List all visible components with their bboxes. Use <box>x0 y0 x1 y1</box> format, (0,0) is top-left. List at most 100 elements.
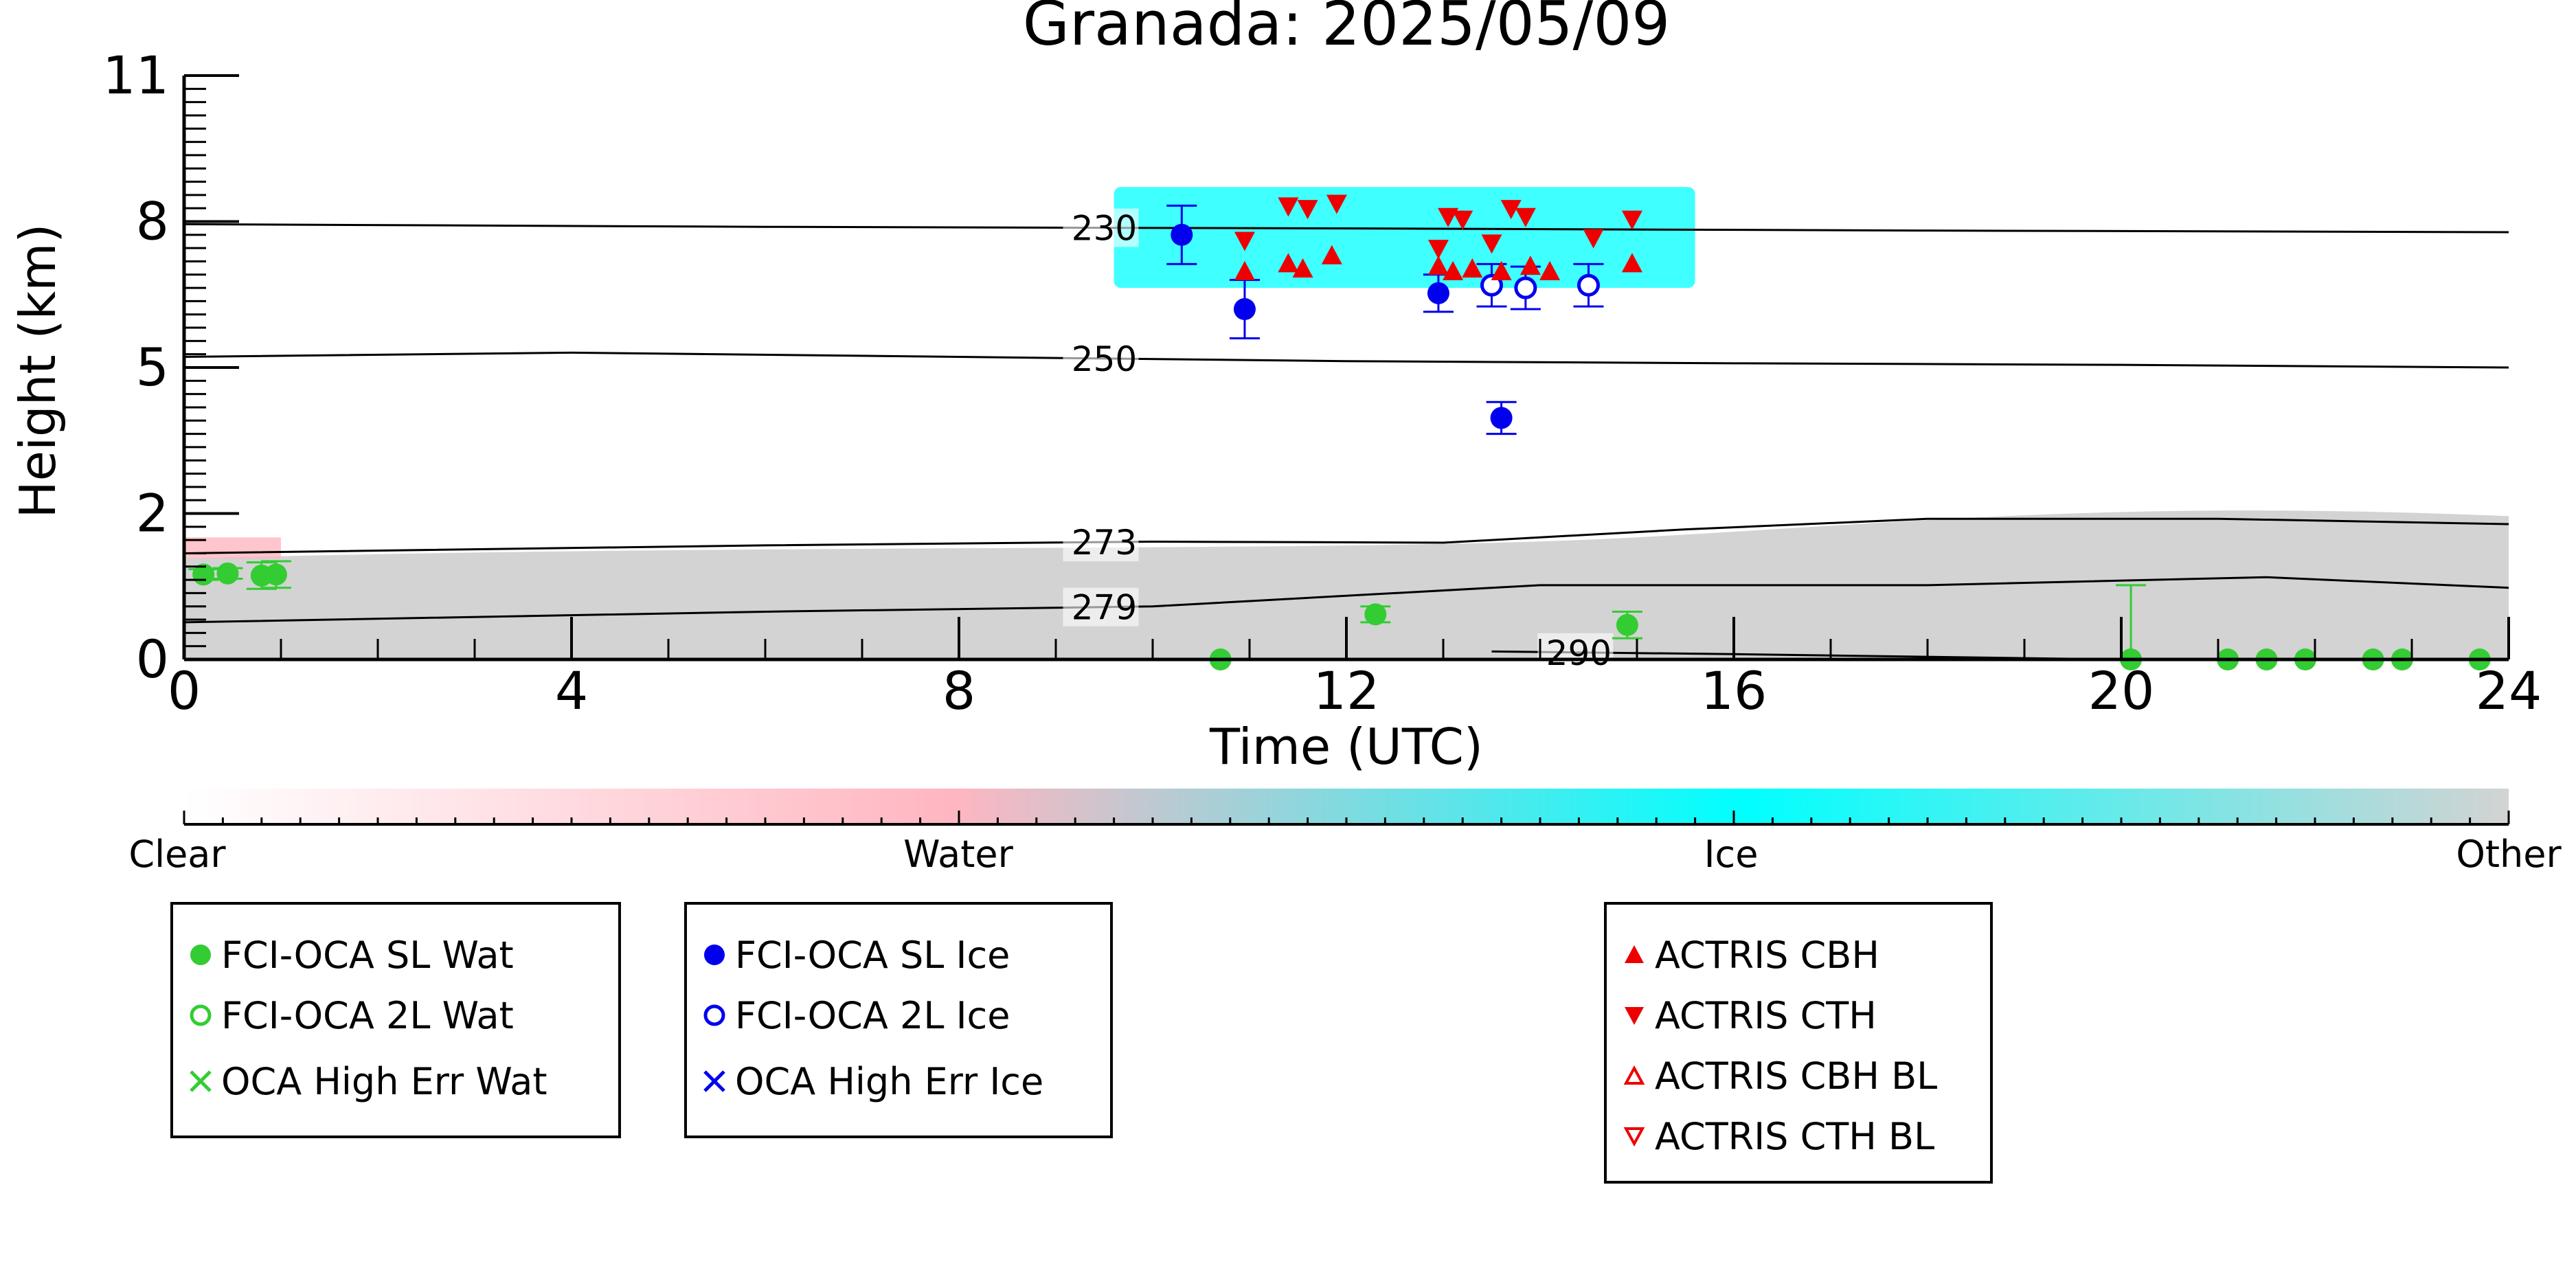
other-class-region <box>184 510 2509 659</box>
y-tick-label: 8 <box>136 191 169 252</box>
filled-circle-icon <box>701 934 735 975</box>
legend-item: ACTRIS CBH BL <box>1620 1054 1938 1098</box>
open-circle-icon <box>187 995 221 1036</box>
isotherm-lines: 230 250 273 279 290 <box>183 208 2509 673</box>
isotherm-label: 230 <box>1072 209 1137 249</box>
legend-item: ACTRIS CTH BL <box>1620 1114 1935 1158</box>
colorbar-label-water: Water <box>903 833 1013 876</box>
isotherm-label: 273 <box>1072 523 1137 563</box>
legend-label: OCA High Err Wat <box>221 1059 547 1103</box>
x-marker-icon <box>701 1061 735 1102</box>
x-tick-label: 16 <box>1701 660 1767 721</box>
x-tick-label: 20 <box>2088 660 2155 721</box>
x-tick-label: 4 <box>555 660 588 721</box>
data-point <box>1491 260 1512 280</box>
chart-title: Granada: 2025/05/09 <box>1023 0 1671 59</box>
data-point <box>1519 256 1541 275</box>
data-point <box>1427 256 1449 275</box>
plot-background <box>184 187 2509 659</box>
data-point <box>1500 200 1522 220</box>
data-point <box>1278 253 1299 273</box>
data-point <box>1326 194 1347 214</box>
legend-ice: FCI-OCA SL Ice FCI-OCA 2L Ice OCA High E… <box>684 902 1113 1138</box>
legend-item: ACTRIS CTH <box>1620 993 1877 1037</box>
data-point <box>1577 273 1600 297</box>
legend-item: OCA High Err Wat <box>187 1059 547 1103</box>
x-marker-icon <box>187 1061 221 1102</box>
legend-label: FCI-OCA SL Ice <box>735 933 1010 977</box>
filled-circle-icon <box>187 934 221 975</box>
open-circle-icon <box>701 995 735 1036</box>
isotherm-label-bg <box>1063 587 1139 626</box>
data-point <box>1583 229 1604 249</box>
colorbar-label-clear: Clear <box>128 833 226 876</box>
data-point <box>1515 207 1536 227</box>
data-point <box>216 562 239 585</box>
data-point <box>1427 240 1449 260</box>
x-axis-label: Time (UTC) <box>1209 718 1483 776</box>
colorbar-ticks <box>183 811 2510 824</box>
data-point <box>1490 407 1513 429</box>
legend-label: OCA High Err Ice <box>735 1059 1044 1103</box>
isotherm-label-bg <box>1063 339 1139 378</box>
isotherm-label: 290 <box>1546 633 1612 673</box>
x-tick-label: 24 <box>2476 660 2542 721</box>
legend-label: ACTRIS CBH BL <box>1655 1054 1938 1098</box>
isotherm-label-bg <box>1063 208 1139 247</box>
data-point <box>1292 258 1313 278</box>
data-point <box>1278 197 1299 217</box>
isotherm-label-bg <box>1063 523 1139 562</box>
legend-water: FCI-OCA SL Wat FCI-OCA 2L Wat OCA High E… <box>170 902 621 1138</box>
legend-item: FCI-OCA SL Wat <box>187 933 514 977</box>
data-point <box>1539 260 1561 280</box>
data-point <box>264 563 287 586</box>
data-point <box>1234 260 1255 280</box>
legend-item: FCI-OCA 2L Ice <box>701 993 1010 1037</box>
data-point <box>1233 298 1256 320</box>
isotherm-label: 279 <box>1072 588 1137 628</box>
isotherm-line <box>183 517 2509 554</box>
axes: 0 2 5 8 11 0 4 8 12 16 20 24 <box>102 45 2542 721</box>
y-tick-label: 5 <box>136 337 169 398</box>
x-tick-label: 12 <box>1313 660 1380 721</box>
legend-label: ACTRIS CTH BL <box>1655 1114 1935 1158</box>
isotherm-line <box>183 351 2509 369</box>
data-point <box>1438 207 1459 227</box>
data-point <box>1427 282 1449 304</box>
data-point <box>1481 234 1502 254</box>
legend-label: ACTRIS CTH <box>1655 993 1877 1037</box>
triangle-up-icon <box>1620 934 1655 975</box>
y-tick-label: 11 <box>102 45 169 106</box>
data-point <box>1364 603 1387 626</box>
triangle-down-icon <box>1620 995 1655 1036</box>
legend-label: FCI-OCA SL Wat <box>221 933 514 977</box>
data-point <box>1234 231 1255 251</box>
legend-item: FCI-OCA SL Ice <box>701 933 1010 977</box>
legend-label: FCI-OCA 2L Ice <box>735 993 1010 1037</box>
data-point <box>1171 223 1193 246</box>
legend-item: ACTRIS CBH <box>1620 933 1879 977</box>
data-point <box>1452 210 1473 230</box>
legend-label: FCI-OCA 2L Wat <box>221 993 514 1037</box>
colorbar-label-other: Other <box>2456 833 2562 876</box>
isotherm-line <box>183 576 2509 624</box>
legend-label: ACTRIS CBH <box>1655 933 1879 977</box>
isotherm-line <box>183 223 2509 234</box>
data-point <box>1616 613 1638 636</box>
data-point <box>1621 210 1642 230</box>
isotherm-label-bg <box>1537 633 1614 672</box>
isotherm-label: 250 <box>1072 339 1137 379</box>
legend-item: OCA High Err Ice <box>701 1059 1044 1103</box>
y-tick-label: 0 <box>136 629 169 690</box>
data-point <box>1621 253 1642 273</box>
data-point <box>1443 260 1464 280</box>
data-point <box>1297 200 1318 220</box>
data-point <box>1480 273 1503 297</box>
y-axis-label: Height (km) <box>9 224 67 519</box>
legend-item: FCI-OCA 2L Wat <box>187 993 514 1037</box>
y-tick-label: 2 <box>136 483 169 544</box>
legend-actris: ACTRIS CBH ACTRIS CTH ACTRIS CBH BL ACTR… <box>1604 902 1993 1184</box>
colorbar-label-ice: Ice <box>1704 833 1759 876</box>
data-point <box>1514 276 1537 300</box>
